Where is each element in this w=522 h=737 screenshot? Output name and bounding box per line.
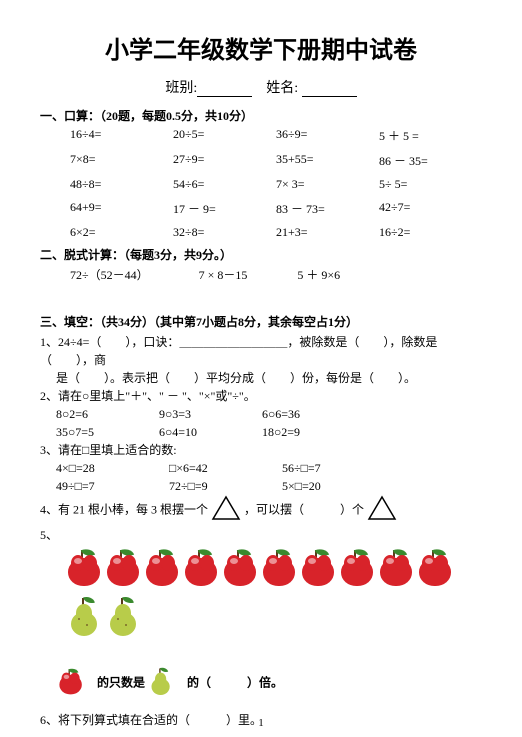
calc-cell: 17 － 9= [173, 200, 276, 217]
name-blank [302, 96, 357, 97]
apple-icon [105, 548, 141, 588]
section-2-items: 72÷（52－44） 7 × 8－15 5 ＋ 9×6 [40, 266, 482, 283]
class-label: 班别: [165, 81, 197, 96]
calc-cell: 7× 3= [276, 177, 379, 192]
class-blank [197, 96, 252, 97]
q1-line-a: 1、24÷4=（ ），口诀：＿＿＿＿＿＿＿＿＿，被除数是（ ），除数是（ ），商 [40, 333, 482, 369]
calc-cell: 27÷9= [173, 152, 276, 169]
apple-icon [144, 548, 180, 588]
q2-row1: 8○2=6 9○3=3 6○6=36 [40, 405, 482, 423]
calc-cell: 21+3= [276, 225, 379, 240]
calc-cell: 54÷6= [173, 177, 276, 192]
calc-cell: 36÷9= [276, 127, 379, 144]
q4: 4、有 21 根小棒，每 3 根摆一个 ，可以摆（ ）个 [40, 495, 482, 526]
section-2-head: 二、脱式计算：（每题3分，共9分。） [40, 246, 482, 263]
apple-icon [58, 668, 83, 700]
q2: 2、请在○里填上"＋"、" － "、"×"或"÷"。 [40, 387, 482, 405]
pear-icon [66, 596, 102, 638]
q1: 1、24÷4=（ ），口诀：＿＿＿＿＿＿＿＿＿，被除数是（ ），除数是（ ），商… [40, 333, 482, 387]
section-3-head: 三、填空：（共34分）（其中第7小题占8分，其余每空占1分） [40, 313, 482, 330]
calc-cell: 20÷5= [173, 127, 276, 144]
calc-cell: 42÷7= [379, 200, 482, 217]
name-label: 姓名: [266, 81, 298, 96]
section-1-head: 一、口算：（20题，每题0.5分，共10分） [40, 107, 482, 124]
calc-cell: 6×2= [70, 225, 173, 240]
calc-cell: 16÷2= [379, 225, 482, 240]
q2-row2: 35○7=5 6○4=10 18○2=9 [40, 423, 482, 441]
calc-cell: 7×8= [70, 152, 173, 169]
apple-icon [300, 548, 336, 588]
expr-item: 72÷（52－44） [70, 266, 149, 283]
calc-cell: 5÷ 5= [379, 177, 482, 192]
pear-icon [105, 596, 141, 638]
pear-icon [148, 667, 173, 700]
apple-icon [66, 548, 102, 588]
q5-sentence: 的只数是 的（ ）倍。 [40, 660, 482, 707]
apple-icon [222, 548, 258, 588]
calc-cell: 32÷8= [173, 225, 276, 240]
expr-item: 5 ＋ 9×6 [297, 266, 340, 283]
apple-icon [261, 548, 297, 588]
q3-row2: 49÷□=7 72÷□=9 5×□=20 [40, 477, 482, 495]
apple-icon [183, 548, 219, 588]
triangle-icon [211, 495, 241, 526]
q5: 5、 [40, 526, 482, 544]
triangle-icon [367, 495, 397, 526]
apple-row [40, 548, 482, 588]
page-number: 1 [258, 717, 264, 729]
apple-icon [417, 548, 453, 588]
q3-row1: 4×□=28 □×6=42 56÷□=7 [40, 459, 482, 477]
calc-cell: 5 ＋ 5 = [379, 127, 482, 144]
calc-cell: 83 － 73= [276, 200, 379, 217]
calc-cell: 35+55= [276, 152, 379, 169]
page-title: 小学二年级数学下册期中试卷 [40, 30, 482, 65]
calc-cell: 16÷4= [70, 127, 173, 144]
apple-icon [339, 548, 375, 588]
q1-line-b: 是（ ）。表示把（ ）平均分成（ ）份，每份是（ ）。 [40, 369, 482, 387]
calc-cell: 48÷8= [70, 177, 173, 192]
calc-cell: 64+9= [70, 200, 173, 217]
expr-item: 7 × 8－15 [199, 266, 248, 283]
calc-cell: 86 － 35= [379, 152, 482, 169]
apple-icon [378, 548, 414, 588]
q3: 3、请在□里填上适合的数: [40, 441, 482, 459]
pear-row [40, 596, 482, 638]
info-line: 班别: 姓名: [40, 77, 482, 97]
section-1-grid: 16÷4= 20÷5= 36÷9= 5 ＋ 5 = 7×8= 27÷9= 35+… [40, 127, 482, 240]
